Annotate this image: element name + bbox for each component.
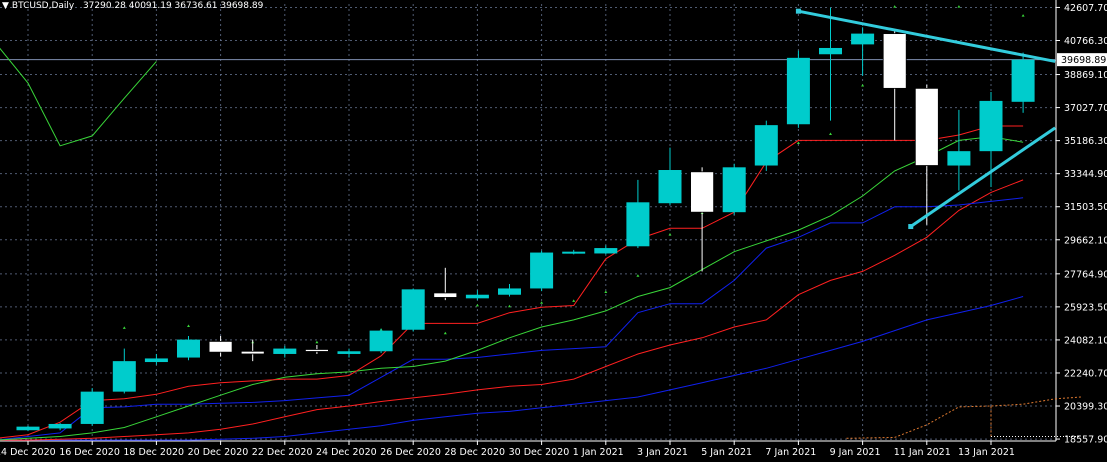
signal-arrow [122,326,126,329]
time-axis-label: 7 Jan 2021 [765,447,816,458]
candle-body [48,423,72,429]
time-axis-label: 16 Dec 2020 [59,447,120,458]
signal-arrow [604,290,608,293]
price-axis-label: 25923.50 [1064,302,1107,313]
signal-arrow [187,324,190,328]
signal-arrow [636,274,640,277]
candle-body [144,358,168,363]
candle-body [882,33,907,89]
candle-body [979,100,1003,152]
ma-line-green [0,136,1024,441]
candle-body [208,340,233,353]
time-axis-label: 5 Jan 2021 [701,447,752,458]
price-axis-label: 22240.70 [1064,368,1107,379]
time-axis-label: 24 Dec 2020 [316,447,377,458]
candle-body [754,125,778,166]
trendline-resistance [798,9,1056,63]
time-axis-label: 1 Jan 2021 [573,447,624,458]
ma-line-red [0,125,1024,439]
candle-body [786,57,810,125]
candle-body [819,47,842,55]
candle-body [658,170,682,204]
candle-body [562,251,586,254]
candle-body [177,339,200,358]
signal-arrow [508,304,511,308]
candle-body [626,202,650,247]
time-axis-label: 9 Jan 2021 [830,447,881,458]
time-axis-label: 22 Dec 2020 [252,447,313,458]
time-axis-label: 3 Jan 2021 [637,447,688,458]
time-axis-label: 18 Dec 2020 [123,447,184,458]
price-axis-label: 37027.70 [1064,103,1107,114]
price-axis-label: 27764.90 [1064,269,1107,280]
time-axis-label: 14 Dec 2020 [0,447,56,458]
signal-arrow [668,233,672,236]
ma-line-red-slow [0,179,1024,441]
price-axis-label: 40766.30 [1064,36,1107,47]
price-axis-label: 29662.10 [1064,235,1107,246]
ma-line-blue-slow [0,296,1024,441]
signal-arrow [443,331,447,335]
time-axis-label: 13 Jan 2021 [958,447,1015,458]
candle-body [337,351,361,354]
signal-arrow [475,303,479,307]
price-axis-label: 20399.30 [1064,402,1107,413]
candle-body [690,171,714,213]
candle-body [851,33,875,45]
candle-body [1011,59,1035,102]
candle-body [594,248,618,254]
ma-line-orange-dotted [846,396,1081,439]
ma-line-blue [0,197,1024,441]
candle-body [112,361,136,392]
signal-arrow [957,5,961,8]
signal-arrow [861,84,865,87]
candle-body [465,294,489,299]
candle-body [530,252,554,289]
current-price-box [1057,53,1107,67]
candle-body [369,330,393,352]
chart-header: ▼ BTCUSD,Daily 37290.28 40091.19 36736.61… [2,1,266,11]
signal-arrow [796,141,800,144]
current-price-label: 39698.89 [1061,55,1106,66]
price-axis-label: 24082.10 [1064,335,1107,346]
ohlc-values: 37290.28 40091.19 36736.61 39698.89 [82,1,264,11]
price-axis-label: 42607.70 [1064,3,1107,14]
candle-body [304,349,329,352]
candle-body [722,167,746,213]
dropdown-triangle-icon[interactable]: ▼ [2,1,9,11]
time-axis-label: 20 Dec 2020 [188,447,249,458]
price-axis-label: 33344.90 [1064,169,1107,180]
signal-arrow [315,340,319,344]
candle-body [240,350,265,355]
candle-body [433,292,458,298]
time-axis-label: 26 Dec 2020 [380,447,441,458]
signal-arrow [572,299,576,302]
signal-arrow [1021,14,1025,17]
candle-body [16,426,40,431]
price-axis-label: 38869.10 [1064,70,1107,81]
signal-arrow [893,5,897,8]
ma-line-green-left [0,47,157,147]
candle-body [914,87,939,166]
time-axis-label: 30 Dec 2020 [509,447,570,458]
trendline-anchor [908,224,914,230]
candle-body [498,288,521,295]
candle-body [80,391,104,424]
time-axis-label: 11 Jan 2021 [894,447,951,458]
candle-body [273,348,297,354]
price-axis-label: 18557.90 [1064,435,1107,446]
price-axis-label: 31503.50 [1064,202,1107,213]
candle-body [401,289,425,330]
trendline-anchor [795,8,801,14]
signal-arrow [829,132,832,136]
candle-body [947,151,971,166]
signal-arrow [540,301,544,304]
price-axis-label: 35186.30 [1064,136,1107,147]
time-axis-label: 28 Dec 2020 [444,447,505,458]
symbol-label: BTCUSD,Daily [11,1,75,11]
trendline-support [909,126,1057,228]
